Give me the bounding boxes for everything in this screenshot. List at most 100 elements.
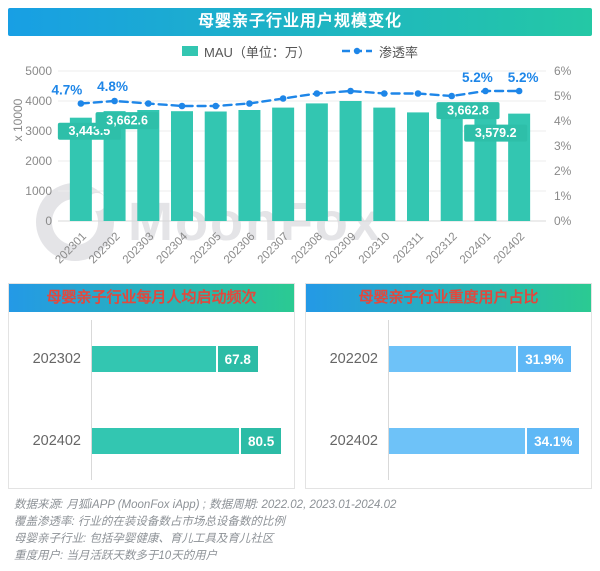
mau-bar [204,111,227,221]
value-bar [91,428,239,454]
penetration-value-label: 4.8% [97,79,128,94]
mau-bar [171,111,193,221]
penetration-value-label: 4.7% [51,83,82,98]
category-label: 202202 [329,351,378,367]
legend: MAU（单位：万） 渗透率 [8,39,592,63]
x-tick: 202303 [121,231,157,267]
mau-bar [440,113,463,221]
x-tick: 202306 [222,231,258,267]
heavy-user-title: 母婴亲子行业重度用户占比 [306,284,591,312]
footnote-line: 母婴亲子行业: 包括孕婴健康、育儿工具及育儿社区 [14,533,274,545]
penetration-dot [313,90,321,97]
penetration-dot [178,102,186,110]
x-tick: 202307 [256,231,292,267]
heavy-user-panel: 母婴亲子行业重度用户占比 202202 31.9% 202402 34.1% [305,283,592,489]
mau-bar [272,107,295,221]
main-chart-title: 母婴亲子行业用户规模变化 [8,8,592,36]
penetration-line-icon [341,47,372,55]
legend-item-penetration: 渗透率 [341,42,418,61]
x-tick: 202401 [458,231,494,267]
penetration-dot [515,87,523,95]
value-chip: 31.9% [518,346,571,372]
heavy-user-chart: 202202 31.9% 202402 34.1% [306,312,591,488]
penetration-dot [144,100,152,107]
category-label: 202402 [329,433,378,449]
bar-row: 202202 31.9% [306,339,581,379]
mau-bar [373,107,396,221]
penetration-dot [347,87,354,95]
mau-legend-swatch [182,46,199,56]
launch-frequency-panel: 母婴亲子行业每月人均启动频次 202302 67.8 202402 80.5 [8,283,295,489]
x-tick: 202310 [357,231,393,267]
mau-value-chip [464,124,528,142]
y-left-tick: 1000 [25,184,52,198]
x-tick: 202301 [53,231,89,267]
value-bar [388,428,526,454]
mau-legend-label: MAU（单位：万） [204,44,311,60]
penetration-dot [77,100,85,107]
penetration-value-label: 5.2% [508,70,539,85]
y-right-tick: 3% [554,139,572,153]
bottom-panels: MoonFox 母婴亲子行业每月人均启动频次 20230267.82024028… [8,283,592,489]
penetration-dot [246,100,253,107]
bar-row: 202302 67.8 [9,339,284,379]
penetration-legend-label: 渗透率 [378,44,418,60]
y-left-tick: 4000 [25,94,52,108]
bar-track: 34.1% [388,428,581,454]
y-left-tick: 5000 [25,64,52,78]
penetration-dot [414,90,422,97]
launch-frequency-chart: 202302 67.8 202402 80.5 [9,312,294,488]
launch-frequency-title: 母婴亲子行业每月人均启动频次 [9,284,294,312]
y-left-tick: 2000 [25,154,52,168]
footnote-line: 覆盖渗透率: 行业的在装设备数占市场总设备数的比例 [14,516,285,528]
y-left-tick: 3000 [25,124,52,138]
bar-row: 202402 80.5 [9,421,284,461]
x-tick: 202402 [492,231,528,267]
mau-bar [137,110,160,221]
category-label: 202402 [32,433,81,449]
bar-track: 67.8 [91,346,284,372]
y-right-tick: 6% [554,64,572,78]
mau-value-label: 3,662.6 [106,114,148,128]
bar-row: 202402 34.1% [306,421,581,461]
x-tick: 202312 [424,231,460,267]
penetration-dot [448,92,456,100]
mau-bar [238,110,261,221]
bar-track: 31.9% [388,346,581,372]
y-right-tick: 1% [554,189,572,203]
x-tick: 202311 [391,231,426,266]
mau-value-chip [95,112,159,130]
legend-item-mau: MAU（单位：万） [182,42,311,61]
y-right-tick: 5% [554,89,572,103]
y-left-tick: 0 [45,214,52,228]
footnote-line: 重度用户: 当月活跃天数多于10天的用户 [14,550,218,562]
mau-penetration-chart: 5000 4000 3000 2000 1000 0 x 10000 6% 5% 4% 3% 2% 1%… [11,64,572,267]
value-chip: 34.1% [527,428,580,454]
value-bar [91,346,216,372]
penetration-dot [482,87,489,95]
value-chip: 80.5 [240,428,282,454]
value-bar [388,346,517,372]
penetration-line [79,89,521,108]
x-tick: 202308 [289,231,325,267]
x-tick: 202304 [155,230,191,266]
y-right-tick: 4% [554,114,572,128]
x-tick: 202305 [188,231,224,267]
x-tick: 202309 [323,231,359,267]
penetration-dot [111,97,118,105]
footnotes: 数据来源: 月狐iAPP (MoonFox iApp) ; 数据周期: 2022… [8,499,592,562]
mau-bar [305,103,328,221]
x-tick: 202302 [87,231,123,267]
penetration-dot [279,95,287,102]
y-right-tick: 0% [554,214,572,228]
bar-track: 80.5 [91,428,284,454]
mau-penetration-chart-area: MoonFox 5000 4000 3000 2000 1000 0 x 10000 6% 5%… [8,63,592,277]
mau-value-chip [436,102,500,120]
mau-bar [339,101,362,221]
y-right-tick: 2% [554,164,572,178]
value-chip: 67.8 [217,346,258,372]
penetration-value-label: 5.2% [462,70,493,85]
mau-value-label: 3,662.8 [447,104,489,118]
category-label: 202302 [32,351,81,367]
